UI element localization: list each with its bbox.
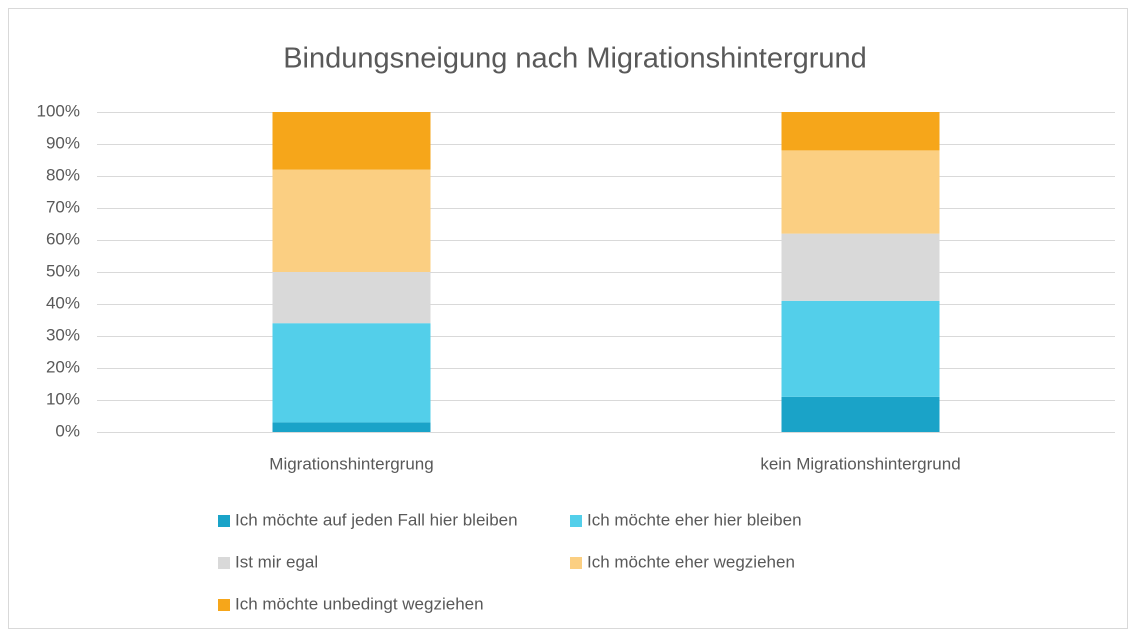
bar-segment — [781, 150, 940, 234]
y-tick-label: 100% — [37, 101, 80, 120]
bar-segment — [781, 300, 940, 397]
y-tick-label: 10% — [46, 389, 80, 408]
bar-segment — [272, 169, 431, 272]
bar-segment — [781, 233, 940, 301]
legend-label: Ich möchte eher wegziehen — [587, 552, 795, 571]
y-tick-label: 50% — [46, 261, 80, 280]
y-tick-label: 60% — [46, 229, 80, 248]
chart-title: Bindungsneigung nach Migrationshintergru… — [283, 43, 867, 75]
y-tick-label: 20% — [46, 357, 80, 376]
y-tick-label: 0% — [55, 421, 80, 440]
chart-border — [8, 8, 1128, 629]
legend-swatch — [218, 515, 230, 527]
legend-swatch — [218, 599, 230, 611]
x-tick-label: kein Migrationshintergrund — [760, 454, 960, 473]
bar-segment — [272, 112, 431, 170]
legend-label: Ist mir egal — [235, 552, 318, 571]
bar-segment — [781, 112, 940, 151]
y-tick-label: 80% — [46, 165, 80, 184]
y-tick-label: 90% — [46, 133, 80, 152]
bar-segment — [272, 323, 431, 423]
bar-segment — [781, 396, 940, 432]
legend-swatch — [218, 557, 230, 569]
legend-label: Ich möchte unbedingt wegziehen — [235, 594, 484, 613]
legend-swatch — [570, 557, 582, 569]
legend-label: Ich möchte auf jeden Fall hier bleiben — [235, 510, 518, 529]
legend-swatch — [570, 515, 582, 527]
y-tick-label: 70% — [46, 197, 80, 216]
bar-segment — [272, 422, 431, 432]
x-tick-label: Migrationshintergrung — [269, 454, 433, 473]
bar-segment — [272, 272, 431, 324]
y-tick-label: 30% — [46, 325, 80, 344]
y-tick-label: 40% — [46, 293, 80, 312]
legend-label: Ich möchte eher hier bleiben — [587, 510, 802, 529]
